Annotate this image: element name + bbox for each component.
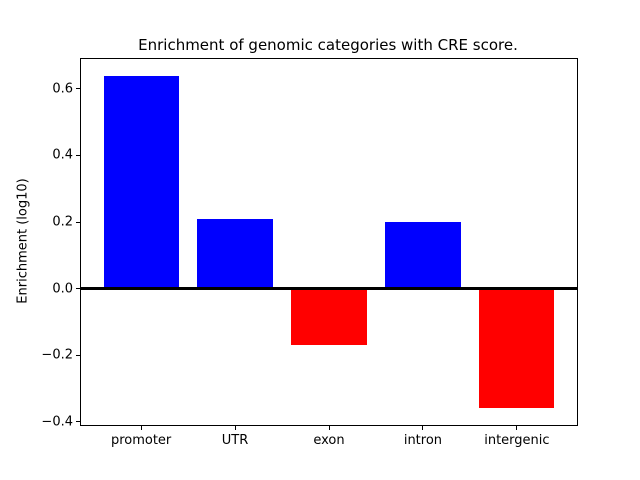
y-tick-label-0.4: 0.4 (52, 147, 73, 163)
plot-area: promoter UTR exon intron intergenic 0.6 0.4 0.2… (41, 58, 578, 448)
y-tick-mark-0.4 (75, 154, 81, 156)
chart-title: Enrichment of genomic categories with CR… (138, 36, 518, 54)
y-tick-mark-0.6 (75, 88, 81, 90)
y-tick-mark-0.0 (75, 288, 81, 290)
x-tick-mark-intergenic (516, 425, 518, 430)
y-tick-mark-0.2 (75, 221, 81, 223)
x-tick-label-promoter: promoter (110, 433, 172, 448)
bar-UTR (197, 218, 273, 289)
x-tick-mark-UTR (234, 425, 236, 430)
bar-exon (291, 288, 367, 346)
y-tick-mark-−0.4 (75, 421, 81, 423)
bar-intergenic (479, 288, 555, 409)
y-tick-mark-−0.2 (75, 354, 81, 356)
y-tick-label-−0.4: −0.4 (41, 414, 73, 430)
x-tick-label-exon: exon (313, 433, 345, 448)
x-tick-mark-intron (422, 425, 424, 430)
bar-promoter (103, 75, 179, 289)
y-tick-label-−0.2: −0.2 (41, 347, 73, 363)
x-tick-mark-exon (328, 425, 330, 430)
y-tick-label-0.0: 0.0 (52, 281, 73, 297)
y-axis-label: Enrichment (log10) (15, 178, 31, 304)
zero-line (81, 287, 577, 290)
x-tick-label-intergenic: intergenic (484, 433, 550, 448)
y-tick-label-0.2: 0.2 (52, 214, 73, 230)
x-tick-mark-promoter (140, 425, 142, 430)
x-tick-label-intron: intron (403, 433, 443, 448)
y-tick-label-0.6: 0.6 (52, 81, 73, 97)
x-tick-label-UTR: UTR (221, 433, 249, 448)
bar-intron (385, 222, 461, 289)
